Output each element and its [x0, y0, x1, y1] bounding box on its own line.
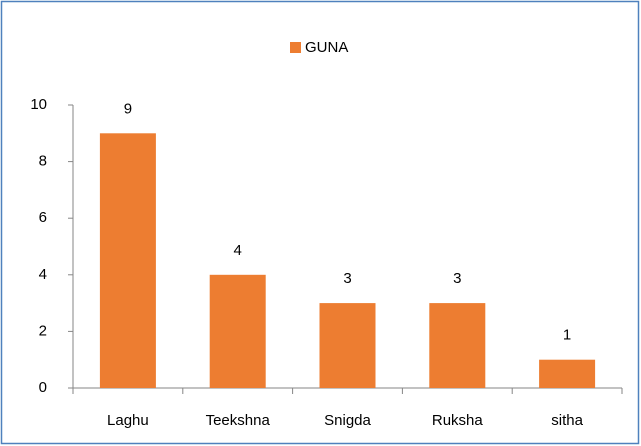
x-tick-label: Teekshna — [206, 412, 271, 429]
y-tick-label: 0 — [39, 379, 47, 396]
legend-swatch — [290, 42, 301, 53]
y-tick-label: 10 — [30, 96, 47, 113]
y-tick-label: 4 — [39, 266, 47, 283]
data-label: 4 — [234, 242, 242, 259]
bar — [539, 359, 596, 388]
x-tick-label: Ruksha — [432, 412, 484, 429]
bar — [429, 303, 486, 388]
x-tick-label: Laghu — [107, 412, 149, 429]
data-label: 3 — [343, 270, 351, 287]
bar — [99, 133, 156, 388]
data-label: 3 — [453, 270, 461, 287]
y-tick-label: 8 — [39, 153, 47, 170]
x-tick-label: sitha — [551, 412, 583, 429]
y-tick-label: 6 — [39, 209, 47, 226]
x-tick-label: Snigda — [324, 412, 371, 429]
y-tick-label: 2 — [39, 322, 47, 339]
data-label: 9 — [124, 100, 132, 117]
bar — [319, 303, 376, 388]
legend-label: GUNA — [305, 39, 348, 56]
data-label: 1 — [563, 327, 571, 344]
bar — [209, 274, 266, 388]
